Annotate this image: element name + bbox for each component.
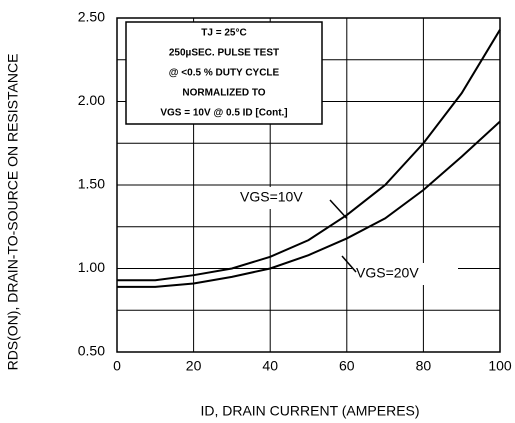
y-tick-label: 2.50: [78, 9, 105, 25]
line: [117, 29, 501, 282]
y-tick-label: 1.00: [78, 259, 105, 275]
line: [117, 120, 501, 288]
x-tick-label: 100: [488, 358, 512, 374]
y-tick-label: 0.50: [78, 343, 105, 359]
series-label: VGS=20V: [356, 265, 419, 281]
annotation-line: @ <0.5 % DUTY CYCLE: [169, 68, 280, 79]
x-tick-label: 20: [186, 358, 202, 374]
annotation-line: VGS = 10V @ 0.5 ID [Cont.]: [160, 108, 287, 119]
annotation-box: [125, 21, 323, 125]
y-tick-label: 1.50: [78, 176, 105, 192]
annotation-line: TJ = 25°C: [201, 28, 246, 39]
series-label: VGS=10V: [240, 189, 303, 205]
leader: [329, 199, 348, 219]
annotation-line: NORMALIZED TO: [182, 88, 265, 99]
y-tick-label: 2.00: [78, 92, 105, 108]
annotation-line: 250µSEC. PULSE TEST: [169, 48, 279, 59]
x-tick-label: 0: [113, 358, 121, 374]
x-tick-label: 60: [339, 358, 355, 374]
x-tick-label: 80: [416, 358, 432, 374]
label-bg: [352, 263, 458, 285]
x-axis-label: ID, DRAIN CURRENT (AMPERES): [200, 403, 419, 419]
label-bg: [238, 187, 344, 209]
x-tick-label: 40: [262, 358, 278, 374]
y-axis-label: RDS(ON), DRAIN-TO-SOURCE ON RESISTANCE: [5, 54, 21, 371]
leader: [341, 255, 357, 273]
